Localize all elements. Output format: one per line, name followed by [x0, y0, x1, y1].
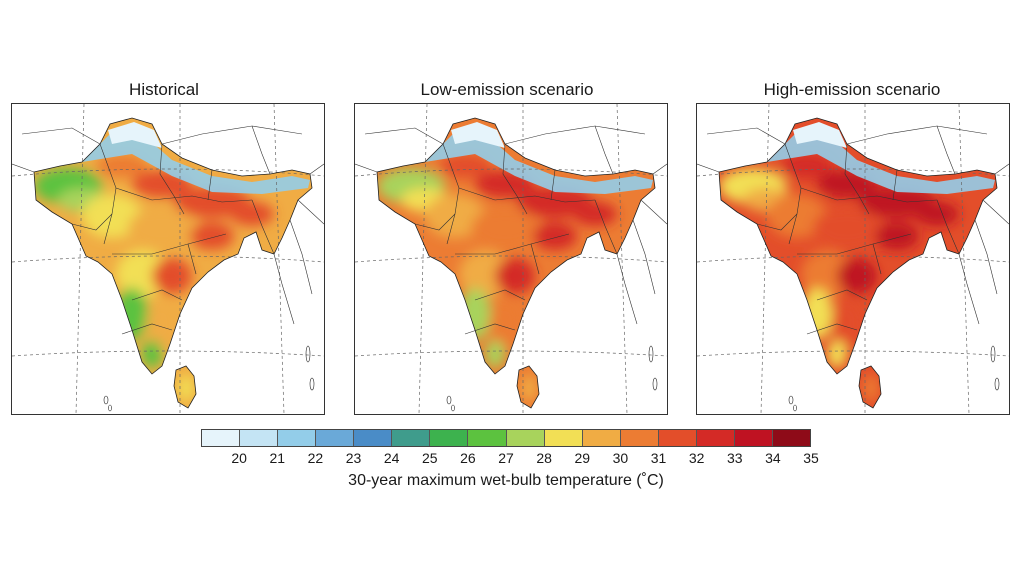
borders	[12, 125, 324, 335]
graticule	[697, 104, 1009, 414]
sri-lanka-outline	[516, 365, 540, 409]
colorbar	[201, 429, 811, 447]
sri-lanka-outline	[858, 365, 882, 409]
colorbar-label: 30-year maximum wet-bulb temperature (˚C…	[348, 472, 664, 489]
sri-lanka-outline	[173, 365, 197, 409]
colorbar-swatch-11	[620, 430, 659, 446]
colorbar-swatch-14	[734, 430, 773, 446]
islands	[446, 345, 658, 412]
colorbar-swatch-15	[772, 430, 810, 446]
colorbar-tick: 32	[688, 450, 705, 466]
colorbar-tick: 25	[421, 450, 438, 466]
borders	[355, 125, 667, 335]
colorbar-tick: 22	[307, 450, 324, 466]
panel-title-low-emission: Low-emission scenario	[420, 80, 594, 99]
colorbar-tick: 27	[498, 450, 514, 466]
colorbar-tick: 31	[650, 450, 667, 466]
colorbar-tick: 30	[612, 450, 629, 466]
graticule	[12, 104, 324, 414]
colorbar-swatch-10	[582, 430, 621, 446]
colorbar-ticks: 20 21 22 23 24 25 26 27 28 29 30 31 32 33 34 35	[201, 450, 818, 470]
colorbar-tick: 26	[460, 450, 476, 466]
islands	[103, 345, 315, 412]
colorbar-tick: 29	[574, 450, 591, 466]
coastline	[376, 117, 656, 375]
coastline	[718, 117, 998, 375]
colorbar-swatch-2	[278, 430, 317, 446]
colorbar-swatch-9	[544, 430, 583, 446]
colorbar-swatch-0	[202, 430, 241, 446]
colorbar-tick: 20	[231, 450, 247, 466]
colorbar-tick: 34	[765, 450, 781, 466]
colorbar-swatch-5	[392, 430, 431, 446]
colorbar-swatch-6	[430, 430, 469, 446]
map-low-emission	[354, 103, 668, 415]
borders	[697, 125, 1009, 335]
panel-title-historical: Historical	[129, 80, 199, 99]
colorbar-swatch-1	[240, 430, 279, 446]
colorbar-tick: 35	[803, 450, 819, 466]
coastline	[33, 117, 313, 375]
colorbar-tick: 33	[726, 450, 743, 466]
colorbar-tick: 24	[383, 450, 400, 466]
colorbar-swatch-8	[506, 430, 545, 446]
map-historical	[11, 103, 325, 415]
panel-title-high-emission: High-emission scenario	[763, 80, 941, 99]
colorbar-swatch-7	[468, 430, 507, 446]
islands	[788, 345, 1000, 412]
colorbar-swatch-13	[696, 430, 735, 446]
colorbar-swatch-3	[316, 430, 355, 446]
colorbar-tick: 23	[345, 450, 362, 466]
colorbar-swatch-4	[354, 430, 393, 446]
colorbar-tick: 21	[269, 450, 286, 466]
graticule	[355, 104, 667, 414]
colorbar-tick: 28	[536, 450, 552, 466]
colorbar-swatch-12	[658, 430, 697, 446]
map-high-emission	[696, 103, 1010, 415]
